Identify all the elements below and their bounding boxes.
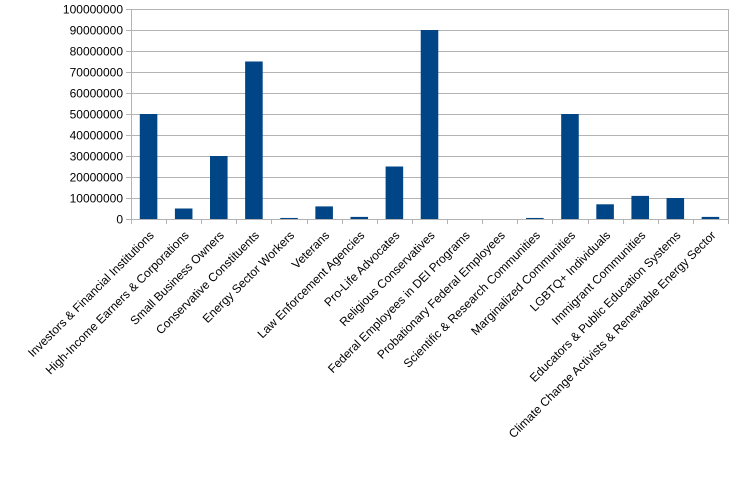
y-tick-label: 20000000 [70,171,124,185]
bar [526,217,544,219]
x-category-label: Investors & Financial Institutions [25,228,157,360]
y-tick-label: 80000000 [70,45,124,59]
bar [666,198,685,219]
x-axis-category-labels: Investors & Financial InstitutionsHigh-I… [25,228,718,441]
y-tick-label: 70000000 [70,66,124,80]
bar [139,114,158,219]
y-tick-label: 90000000 [70,24,124,38]
y-tick-label: 0 [116,213,123,227]
bar [174,208,193,219]
bar [280,217,298,219]
bar [385,166,404,219]
y-axis-tick-labels: 0 10000000 20000000 30000000 40000000 5000000… [63,3,123,227]
bars [139,30,720,219]
y-tick-label: 30000000 [70,150,124,164]
y-tick-label: 40000000 [70,129,124,143]
y-tick-label: 100000000 [63,3,123,17]
bar [210,156,228,219]
bar [420,30,439,219]
y-tick-label: 10000000 [70,192,124,206]
bar [596,204,614,219]
bar [245,61,263,219]
y-tick-label: 50000000 [70,108,124,122]
bar [315,206,333,219]
bar [350,216,369,219]
axes [126,9,729,224]
x-category-label: High-Income Earners & Corporations [43,228,192,377]
x-category-label: Probationary Federal Employees [374,228,507,361]
y-tick-label: 60000000 [70,87,124,101]
bar [561,114,579,219]
bar [701,216,720,219]
bar [631,195,649,219]
